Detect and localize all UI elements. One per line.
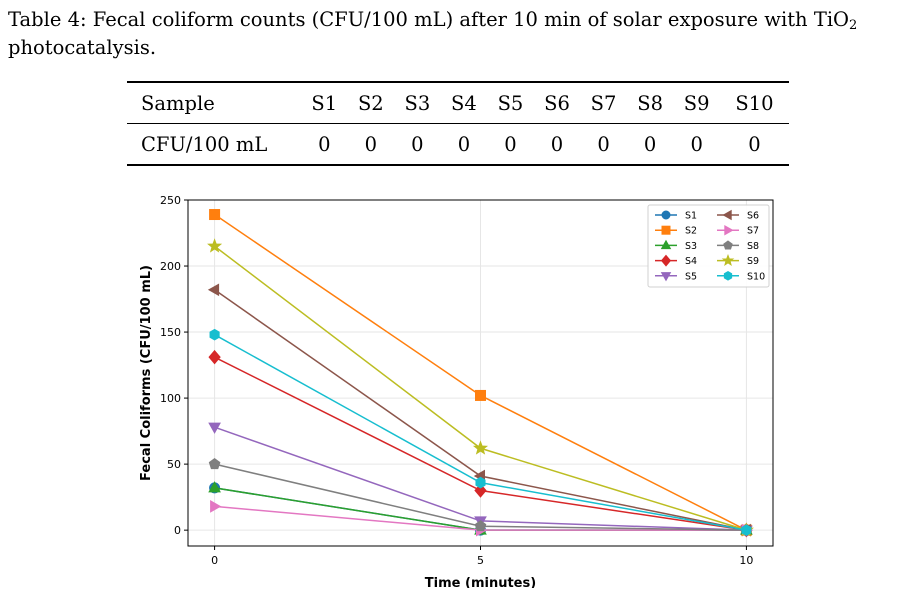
- table-column-header: S3: [394, 82, 441, 124]
- series-s6: [207, 283, 751, 537]
- legend-marker: [723, 271, 733, 281]
- legend-item: S6: [717, 209, 759, 222]
- data-point: [208, 349, 221, 365]
- table-cell: 0: [748, 132, 761, 156]
- chart-series: [207, 209, 754, 538]
- data-point: [208, 458, 221, 470]
- legend-label: S7: [747, 226, 759, 237]
- legend-label: S10: [747, 271, 765, 282]
- results-table-wrapper: Sample S1 S2 S3 S4 S5 S6 S7 S8 S9 S10 CFU/100 mL …: [127, 81, 789, 166]
- legend-marker: [660, 254, 672, 267]
- legend-label: S1: [685, 211, 697, 222]
- table-cell: 0: [643, 132, 657, 156]
- data-point: [474, 520, 487, 532]
- data-point: [209, 209, 221, 221]
- data-point: [208, 422, 221, 434]
- caption-text: Table 4: Fecal coliform counts (CFU/100 …: [8, 8, 850, 31]
- data-point: [472, 440, 489, 455]
- table-row-label: CFU/100 mL: [141, 132, 268, 156]
- y-tick-label: 0: [174, 524, 181, 537]
- legend-label: S3: [685, 241, 697, 252]
- caption-text-continued: photocatalysis.: [8, 36, 157, 59]
- legend-label: S5: [685, 271, 697, 282]
- x-axis-label: Time (minutes): [425, 576, 536, 588]
- table-header-row: Sample S1 S2 S3 S4 S5 S6 S7 S8 S9 S10: [127, 82, 789, 124]
- series-s10: [209, 328, 752, 536]
- legend-item: S7: [717, 224, 759, 237]
- legend-marker: [661, 210, 671, 220]
- legend-box: [647, 204, 770, 288]
- legend-marker: [724, 224, 734, 236]
- table-column-header: S2: [347, 82, 395, 124]
- data-point: [207, 283, 220, 297]
- table-caption: Table 4: Fecal coliform counts (CFU/100 …: [8, 6, 913, 62]
- legend-label: S9: [747, 256, 759, 267]
- table-header-label: Sample: [127, 82, 301, 124]
- data-point: [475, 476, 486, 489]
- legend-item: S10: [717, 271, 765, 282]
- legend-marker: [721, 253, 735, 266]
- data-point: [474, 483, 487, 498]
- legend-marker: [661, 225, 671, 235]
- legend-label: S2: [685, 226, 697, 237]
- y-tick-label: 200: [160, 260, 181, 273]
- legend-item: S3: [655, 239, 697, 252]
- data-point: [741, 524, 752, 536]
- data-point: [209, 328, 220, 341]
- table-column-header: S6: [533, 82, 581, 124]
- legend-marker: [660, 272, 672, 282]
- table-cell: 0: [318, 132, 331, 156]
- table-column-header: S8: [626, 82, 674, 124]
- results-table: Sample S1 S2 S3 S4 S5 S6 S7 S8 S9 S10 CFU/100 mL …: [127, 81, 789, 166]
- data-point: [210, 500, 222, 513]
- legend-item: S9: [717, 253, 759, 267]
- y-tick-label: 100: [160, 392, 181, 405]
- x-tick-label: 5: [477, 554, 484, 567]
- legend-label: S6: [747, 211, 759, 222]
- legend-label: S8: [747, 241, 759, 252]
- y-axis-label: Fecal Coliforms (CFU/100 mL): [139, 265, 154, 481]
- table-value-row: CFU/100 mL 0 0 0 0 0 0 0 0 0 0: [127, 124, 789, 166]
- legend-label: S4: [685, 256, 697, 267]
- table-column-header: S7: [580, 82, 627, 124]
- y-tick-label: 150: [160, 326, 181, 339]
- data-point: [208, 481, 221, 493]
- y-tick-label: 250: [160, 194, 181, 207]
- table-cell: 0: [364, 132, 378, 156]
- table-column-header: S10: [719, 82, 789, 124]
- x-tick-label: 0: [211, 554, 218, 567]
- data-point: [475, 389, 486, 401]
- legend-item: S1: [655, 210, 697, 222]
- caption-subscript: 2: [849, 18, 858, 33]
- table-cell: 0: [550, 132, 564, 156]
- chart-legend: S1 S2 S3 S4 S5 S6 S7 S8 S9 S10: [647, 204, 770, 288]
- legend-item: S5: [655, 271, 697, 282]
- table-column-header: S1: [301, 82, 348, 124]
- table-cell: 0: [457, 132, 471, 156]
- table-column-header: S4: [440, 82, 488, 124]
- data-point: [207, 238, 223, 253]
- table-cell: 0: [597, 132, 610, 156]
- table-cell: 0: [504, 132, 517, 156]
- x-tick-label: 10: [739, 554, 753, 567]
- legend-item: S4: [655, 254, 697, 267]
- legend-item: S8: [717, 240, 759, 252]
- legend-item: S2: [655, 226, 697, 237]
- legend-marker: [660, 239, 672, 250]
- legend-marker: [723, 240, 733, 250]
- table-column-header: S5: [487, 82, 534, 124]
- table-cell: 0: [411, 132, 424, 156]
- table-column-header: S9: [673, 82, 720, 124]
- table-cell: 0: [690, 132, 703, 156]
- y-tick-label: 50: [167, 458, 181, 471]
- legend-marker: [722, 209, 732, 221]
